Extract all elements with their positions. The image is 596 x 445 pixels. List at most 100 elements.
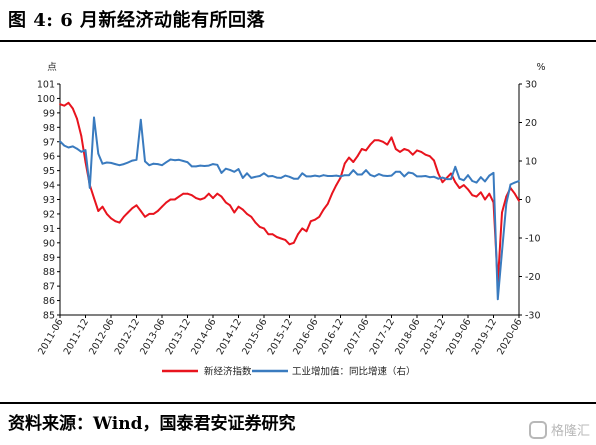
series-point bbox=[424, 175, 427, 177]
series-point bbox=[399, 170, 401, 173]
series-point bbox=[326, 175, 329, 177]
right-tick-label: 10 bbox=[525, 157, 537, 168]
series-point bbox=[229, 204, 231, 207]
series-point bbox=[71, 107, 74, 110]
series-point bbox=[97, 210, 100, 212]
series-point bbox=[411, 153, 414, 156]
series-point bbox=[331, 192, 333, 195]
series-point bbox=[428, 155, 431, 158]
series-point bbox=[365, 169, 367, 172]
series-point bbox=[360, 148, 363, 150]
left-tick-label: 94 bbox=[43, 181, 55, 192]
left-tick-label: 99 bbox=[43, 108, 55, 119]
series-point bbox=[280, 237, 282, 240]
series-point bbox=[199, 164, 202, 167]
series-point bbox=[467, 174, 469, 177]
series-point bbox=[76, 147, 78, 150]
series-point bbox=[258, 226, 261, 228]
series-point bbox=[199, 198, 202, 201]
series-point bbox=[484, 198, 486, 201]
series-point bbox=[114, 220, 117, 223]
series-point bbox=[105, 161, 108, 164]
series-point bbox=[386, 175, 389, 177]
series-point bbox=[263, 227, 265, 230]
series-point bbox=[220, 172, 223, 174]
series-point bbox=[484, 180, 486, 183]
series-point bbox=[314, 218, 316, 221]
series-point bbox=[297, 177, 299, 180]
left-tick-label: 95 bbox=[43, 166, 55, 177]
series-point bbox=[88, 187, 91, 189]
series-point bbox=[224, 167, 227, 170]
series-point bbox=[509, 183, 512, 186]
series-line-industrial-output-yoy bbox=[59, 116, 520, 301]
series-point bbox=[352, 169, 355, 172]
series-point bbox=[382, 174, 384, 177]
series-point bbox=[63, 104, 66, 107]
series-point bbox=[348, 156, 350, 159]
series-point bbox=[110, 162, 112, 164]
series-point bbox=[339, 175, 342, 178]
series-point bbox=[127, 161, 129, 164]
series-point bbox=[237, 168, 240, 171]
series-point bbox=[148, 213, 151, 215]
series-point bbox=[237, 205, 240, 208]
series-point bbox=[416, 149, 418, 152]
series-point bbox=[284, 174, 287, 177]
series-point bbox=[356, 173, 359, 176]
series-point bbox=[394, 170, 397, 173]
series-line-new-economy-index bbox=[59, 101, 520, 285]
series-point bbox=[356, 155, 359, 158]
chart-axes: 858687888990919293949596979899100101点-30… bbox=[36, 62, 545, 357]
series-point bbox=[471, 180, 474, 182]
series-point bbox=[195, 197, 197, 200]
chart-lines bbox=[59, 101, 520, 301]
series-point bbox=[148, 164, 151, 167]
series-point bbox=[403, 148, 406, 150]
series-point bbox=[203, 165, 206, 167]
series-point bbox=[165, 161, 168, 164]
series-point bbox=[301, 172, 304, 175]
series-point bbox=[220, 195, 223, 198]
series-point bbox=[59, 140, 61, 143]
series-point bbox=[263, 172, 265, 175]
left-tick-label: 85 bbox=[43, 311, 55, 322]
series-point bbox=[101, 162, 104, 165]
series-point bbox=[492, 172, 495, 174]
series-point bbox=[76, 117, 78, 120]
series-point bbox=[479, 176, 482, 179]
series-point bbox=[501, 250, 503, 253]
series-point bbox=[114, 163, 117, 166]
series-point bbox=[403, 175, 406, 178]
series-point bbox=[322, 174, 325, 177]
series-point bbox=[71, 145, 74, 148]
series-point bbox=[93, 116, 95, 119]
series-point bbox=[458, 187, 461, 189]
series-point bbox=[135, 158, 138, 161]
series-point bbox=[365, 149, 367, 152]
series-point bbox=[420, 151, 423, 153]
series-point bbox=[250, 177, 253, 179]
series-point bbox=[352, 161, 355, 163]
series-point bbox=[275, 236, 278, 238]
series-point bbox=[250, 215, 253, 218]
series-point bbox=[335, 184, 338, 187]
right-tick-label: -10 bbox=[525, 234, 541, 245]
series-point bbox=[241, 208, 244, 211]
series-point bbox=[63, 144, 66, 147]
series-point bbox=[169, 198, 172, 201]
series-point bbox=[229, 169, 231, 171]
series-point bbox=[275, 176, 278, 179]
x-tick-label: 2020-06 bbox=[495, 317, 524, 357]
series-point bbox=[118, 221, 121, 224]
series-point bbox=[84, 149, 87, 152]
series-point bbox=[343, 174, 346, 177]
series-point bbox=[267, 175, 270, 178]
right-tick-label: -20 bbox=[525, 272, 541, 283]
series-point bbox=[450, 172, 452, 175]
series-point bbox=[496, 298, 499, 301]
series-point bbox=[518, 180, 520, 182]
series-point bbox=[309, 175, 312, 178]
series-point bbox=[173, 198, 176, 201]
series-point bbox=[110, 217, 112, 220]
